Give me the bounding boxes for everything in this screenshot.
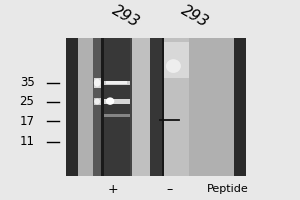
Bar [94,78,101,88]
Bar [104,38,130,176]
Bar [164,42,189,78]
Text: 25: 25 [20,95,34,108]
Text: Peptide: Peptide [207,184,249,194]
Bar [162,38,164,176]
Bar [66,38,246,176]
Bar [104,99,130,104]
Bar [66,38,78,176]
Text: 35: 35 [20,76,34,89]
Text: 293: 293 [110,3,142,31]
Text: –: – [167,183,172,196]
Bar [93,38,101,176]
Bar [106,81,127,84]
Ellipse shape [106,97,114,105]
Bar [234,38,246,176]
Text: 11: 11 [20,135,34,148]
Bar [101,38,104,176]
Bar [132,38,150,176]
Bar [150,38,189,176]
Bar [93,38,132,176]
Ellipse shape [94,79,101,87]
Text: 293: 293 [178,3,212,31]
Bar [104,81,130,85]
Ellipse shape [94,99,100,104]
Bar [94,98,101,105]
Bar [150,38,162,176]
Bar [164,38,189,176]
Bar [104,114,130,117]
Ellipse shape [166,59,181,73]
Text: +: + [107,183,118,196]
Text: 17: 17 [20,115,34,128]
